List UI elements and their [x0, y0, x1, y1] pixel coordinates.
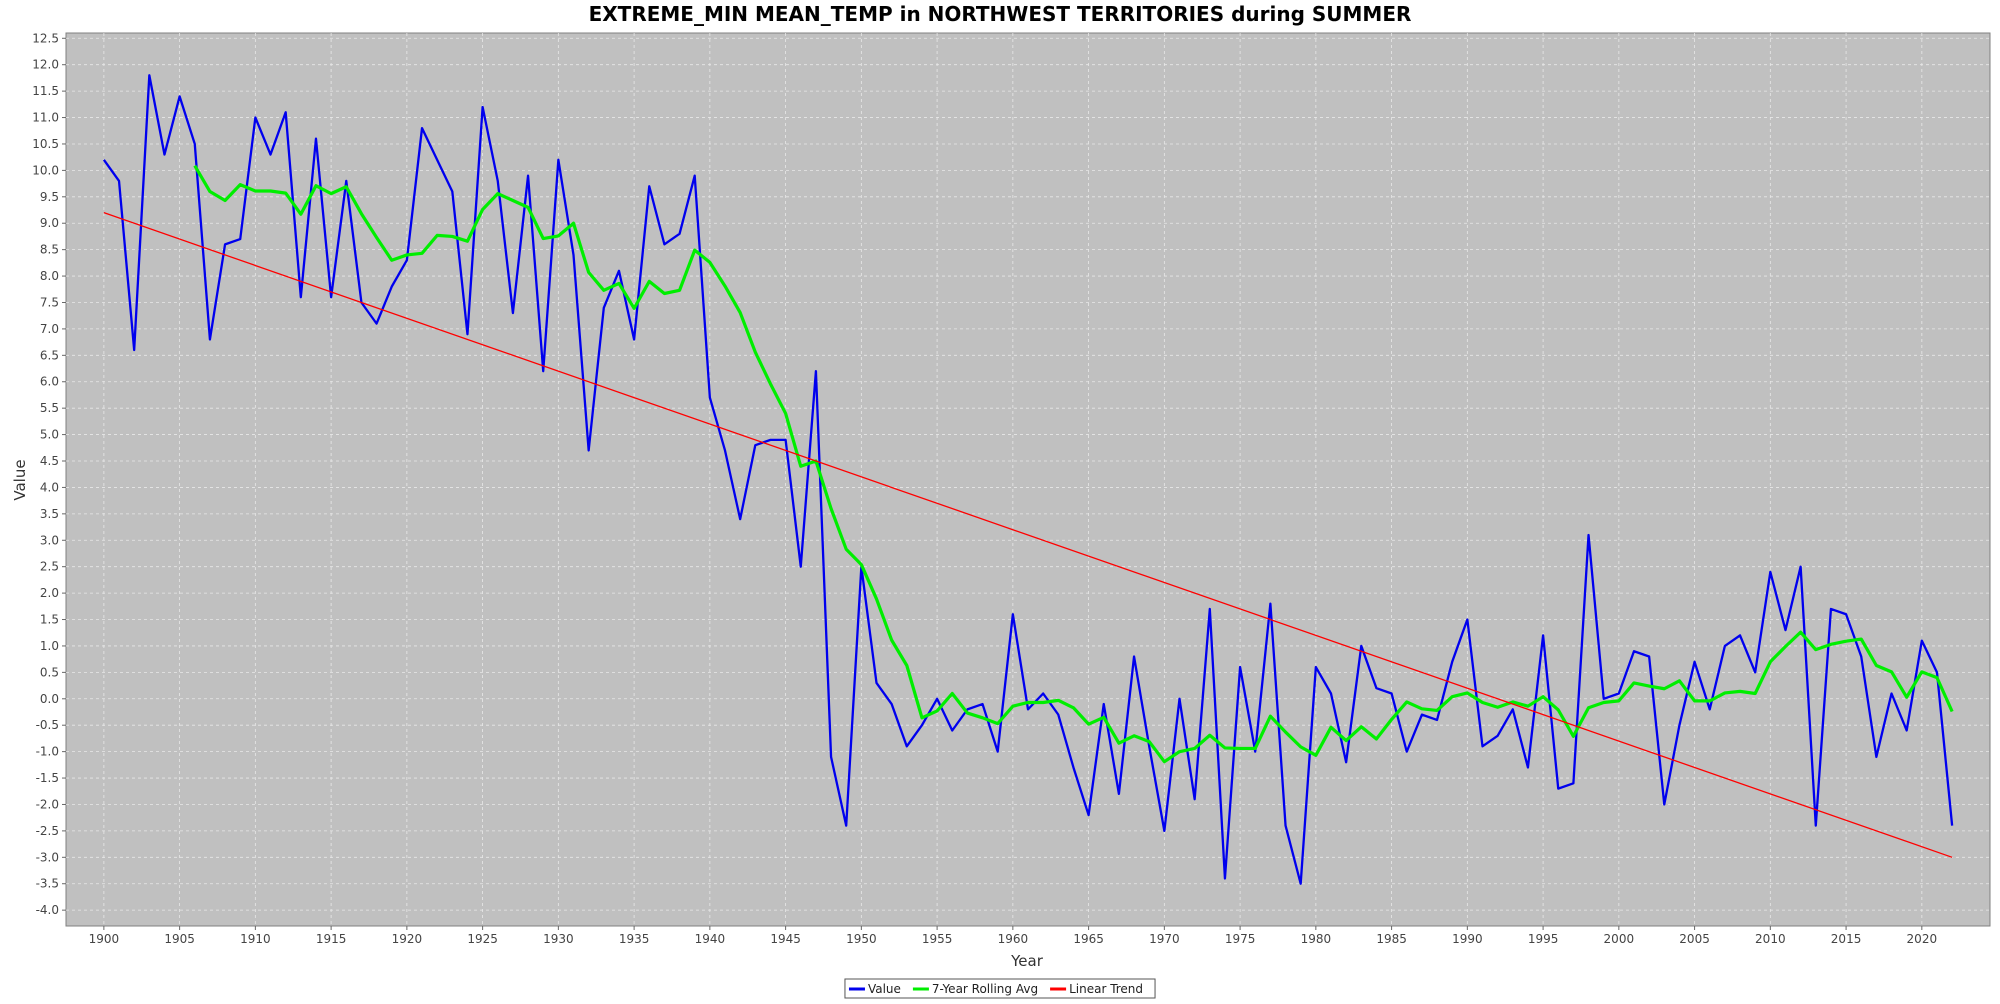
y-tick-label: 9.0 [40, 216, 59, 230]
x-tick-label: 1935 [619, 932, 650, 946]
x-tick-label: 2010 [1755, 932, 1786, 946]
y-tick-label: -2.0 [36, 797, 59, 811]
x-tick-label: 1955 [922, 932, 953, 946]
x-tick-label: 2015 [1831, 932, 1862, 946]
legend-label: 7-Year Rolling Avg [932, 982, 1038, 996]
y-tick-label: 3.5 [40, 507, 59, 521]
y-tick-label: 9.5 [40, 190, 59, 204]
plot-area [65, 32, 1991, 927]
y-tick-label: 5.0 [40, 428, 59, 442]
y-tick-label: 2.5 [40, 560, 59, 574]
legend-label: Value [868, 982, 901, 996]
y-tick-label: -4.0 [36, 903, 59, 917]
x-tick-label: 1910 [240, 932, 271, 946]
x-tick-label: 1950 [846, 932, 877, 946]
grid-lines [66, 33, 1990, 926]
y-tick-label: 4.5 [40, 454, 59, 468]
y-tick-label: -1.5 [36, 771, 59, 785]
axes: -4.0 -3.5 -3.0 -2.5 -2.0 -1.5 -1.0 -0.5 0.0 0.5 1.… [32, 31, 1937, 946]
y-tick-label: 10.0 [32, 163, 59, 177]
legend: Value 7-Year Rolling Avg Linear Trend [844, 978, 1156, 999]
y-tick-label: 1.0 [40, 639, 59, 653]
x-tick-label: 1930 [543, 932, 574, 946]
x-tick-label: 1965 [1073, 932, 1104, 946]
y-tick-label: -3.5 [36, 877, 59, 891]
x-tick-label: 1920 [392, 932, 423, 946]
y-tick-label: 6.5 [40, 348, 59, 362]
y-tick-label: -2.5 [36, 824, 59, 838]
y-tick-label: -1.0 [36, 745, 59, 759]
y-tick-label: 11.5 [32, 84, 59, 98]
y-tick-label: 1.5 [40, 613, 59, 627]
y-tick-label: 12.0 [32, 58, 59, 72]
x-tick-label: 1900 [89, 932, 120, 946]
series-lines [102, 74, 1954, 885]
x-tick-label: 1990 [1452, 932, 1483, 946]
x-tick-label: 1940 [695, 932, 726, 946]
series-line-linear-trend [103, 212, 1953, 858]
x-tick-label: 1925 [467, 932, 498, 946]
x-tick-label: 1985 [1376, 932, 1407, 946]
legend-label: Linear Trend [1069, 982, 1143, 996]
y-tick-label: 0.5 [40, 665, 59, 679]
x-tick-label: 2020 [1907, 932, 1938, 946]
y-tick-label: -3.0 [36, 850, 59, 864]
y-tick-label: 5.5 [40, 401, 59, 415]
series-line-value [102, 74, 1954, 885]
x-tick-label: 2005 [1679, 932, 1710, 946]
x-axis-label: Year [1010, 952, 1044, 970]
y-tick-label: 10.5 [32, 137, 59, 151]
y-tick-label: 8.0 [40, 269, 59, 283]
y-tick-label: 2.0 [40, 586, 59, 600]
y-axis-label: Value [11, 459, 29, 500]
x-tick-label: 1960 [998, 932, 1029, 946]
series-line-7-year-rolling-avg [193, 164, 1954, 764]
x-tick-label: 1970 [1149, 932, 1180, 946]
y-tick-label: 3.0 [40, 533, 59, 547]
legend-box [844, 978, 1156, 999]
y-tick-label: 0.0 [40, 692, 59, 706]
x-tick-label: 1945 [770, 932, 801, 946]
y-tick-label: 4.0 [40, 480, 59, 494]
y-tick-label: 11.0 [32, 111, 59, 125]
x-tick-label: 2000 [1604, 932, 1635, 946]
y-tick-label: 7.5 [40, 295, 59, 309]
x-tick-label: 1975 [1225, 932, 1256, 946]
chart-title: EXTREME_MIN MEAN_TEMP in NORTHWEST TERRI… [589, 2, 1412, 26]
y-tick-label: 7.0 [40, 322, 59, 336]
x-tick-label: 1915 [316, 932, 347, 946]
x-tick-label: 1995 [1528, 932, 1559, 946]
x-tick-label: 1905 [164, 932, 195, 946]
x-tick-label: 1980 [1301, 932, 1332, 946]
y-tick-label: 8.5 [40, 243, 59, 257]
y-tick-label: 12.5 [32, 31, 59, 45]
y-tick-label: -0.5 [36, 718, 59, 732]
y-tick-label: 6.0 [40, 375, 59, 389]
